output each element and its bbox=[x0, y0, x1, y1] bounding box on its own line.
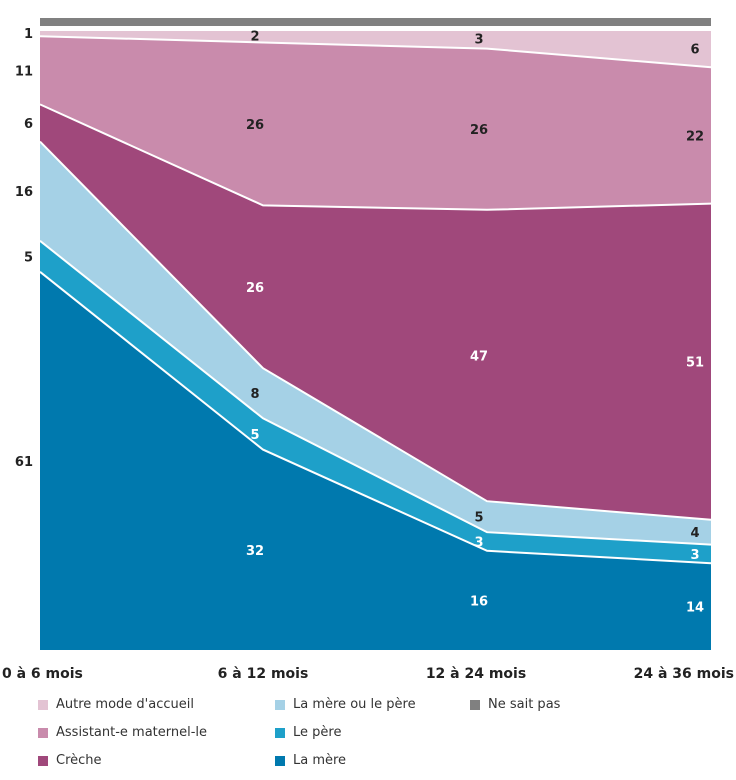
legend-label: Assistant-e maternel-le bbox=[56, 725, 208, 740]
data-label: 3 bbox=[690, 548, 699, 563]
boundary-line bbox=[39, 35, 712, 69]
data-label: 26 bbox=[470, 123, 488, 138]
boundary-line bbox=[39, 140, 712, 521]
legend-swatch bbox=[38, 727, 48, 738]
data-label: 16 bbox=[15, 185, 33, 200]
data-label: 11 bbox=[15, 64, 33, 79]
data-label: 26 bbox=[246, 118, 264, 133]
area-autre-mode-d-accueil bbox=[40, 30, 711, 68]
data-label: 26 bbox=[246, 281, 264, 296]
legend-swatch bbox=[275, 727, 285, 738]
ne-sait-pas-band bbox=[40, 18, 711, 26]
x-tick-label: 24 à 36 mois bbox=[634, 666, 734, 682]
legend-item-mere: La mère bbox=[275, 753, 346, 768]
legend-label: Le père bbox=[293, 725, 342, 740]
x-tick-label: 0 à 6 mois bbox=[2, 666, 83, 682]
legend-swatch bbox=[275, 699, 285, 710]
data-labels: 61 32 16 14 5 5 3 3 16 8 5 4 6 26 47 51 11 26 26 22 1 2 3 6 bbox=[15, 27, 704, 616]
boundary-line bbox=[39, 240, 712, 546]
legend-label: La mère bbox=[293, 753, 347, 768]
data-label: 32 bbox=[246, 544, 264, 559]
data-label: 1 bbox=[24, 27, 33, 42]
legend-label: La mère ou le père bbox=[293, 697, 416, 712]
area-la-m-re-ou-le-p-re bbox=[40, 141, 711, 545]
boundary-line bbox=[39, 103, 712, 211]
data-label: 14 bbox=[686, 601, 704, 616]
x-tick-label: 6 à 12 mois bbox=[218, 666, 309, 682]
legend-swatch bbox=[38, 755, 48, 766]
area-le-p-re bbox=[40, 240, 711, 564]
legend: Autre mode d'accueil La mère ou le père … bbox=[38, 697, 736, 775]
data-label: 5 bbox=[24, 250, 33, 265]
data-label: 8 bbox=[250, 387, 259, 402]
legend-swatch bbox=[470, 699, 480, 710]
data-label: 51 bbox=[686, 356, 704, 371]
data-label: 3 bbox=[474, 32, 483, 47]
data-label: 5 bbox=[250, 428, 259, 443]
legend-item-pere: Le père bbox=[275, 725, 341, 740]
area-la-m-re bbox=[40, 271, 711, 650]
legend-item-ne-sait-pas: Ne sait pas bbox=[470, 697, 560, 712]
data-label: 3 bbox=[474, 536, 483, 551]
data-label: 16 bbox=[470, 594, 488, 609]
legend-item-assistant-maternel: Assistant-e maternel-le bbox=[38, 725, 207, 740]
legend-item-mere-ou-pere: La mère ou le père bbox=[275, 697, 416, 712]
x-tick-label: 12 à 24 mois bbox=[426, 666, 526, 682]
legend-swatch bbox=[38, 699, 48, 710]
data-label: 2 bbox=[250, 29, 259, 44]
legend-label: Autre mode d'accueil bbox=[56, 697, 194, 712]
legend-label: Crèche bbox=[56, 753, 102, 768]
boundary-line bbox=[39, 271, 712, 565]
area-assistant-e-maternel-le bbox=[40, 36, 711, 210]
legend-swatch bbox=[275, 755, 285, 766]
legend-item-autre-mode: Autre mode d'accueil bbox=[38, 697, 194, 712]
data-label: 22 bbox=[686, 129, 704, 144]
data-label: 61 bbox=[15, 455, 33, 470]
data-label: 4 bbox=[690, 526, 699, 541]
data-label: 6 bbox=[24, 117, 33, 132]
chart-boundary-lines bbox=[39, 29, 712, 565]
data-label: 6 bbox=[690, 43, 699, 58]
x-axis-ticks: 0 à 6 mois 6 à 12 mois 12 à 24 mois 24 à 36… bbox=[2, 666, 734, 682]
legend-item-creche: Crèche bbox=[38, 753, 102, 768]
legend-label: Ne sait pas bbox=[488, 697, 561, 712]
data-label: 5 bbox=[474, 511, 483, 526]
data-label: 47 bbox=[470, 350, 488, 365]
